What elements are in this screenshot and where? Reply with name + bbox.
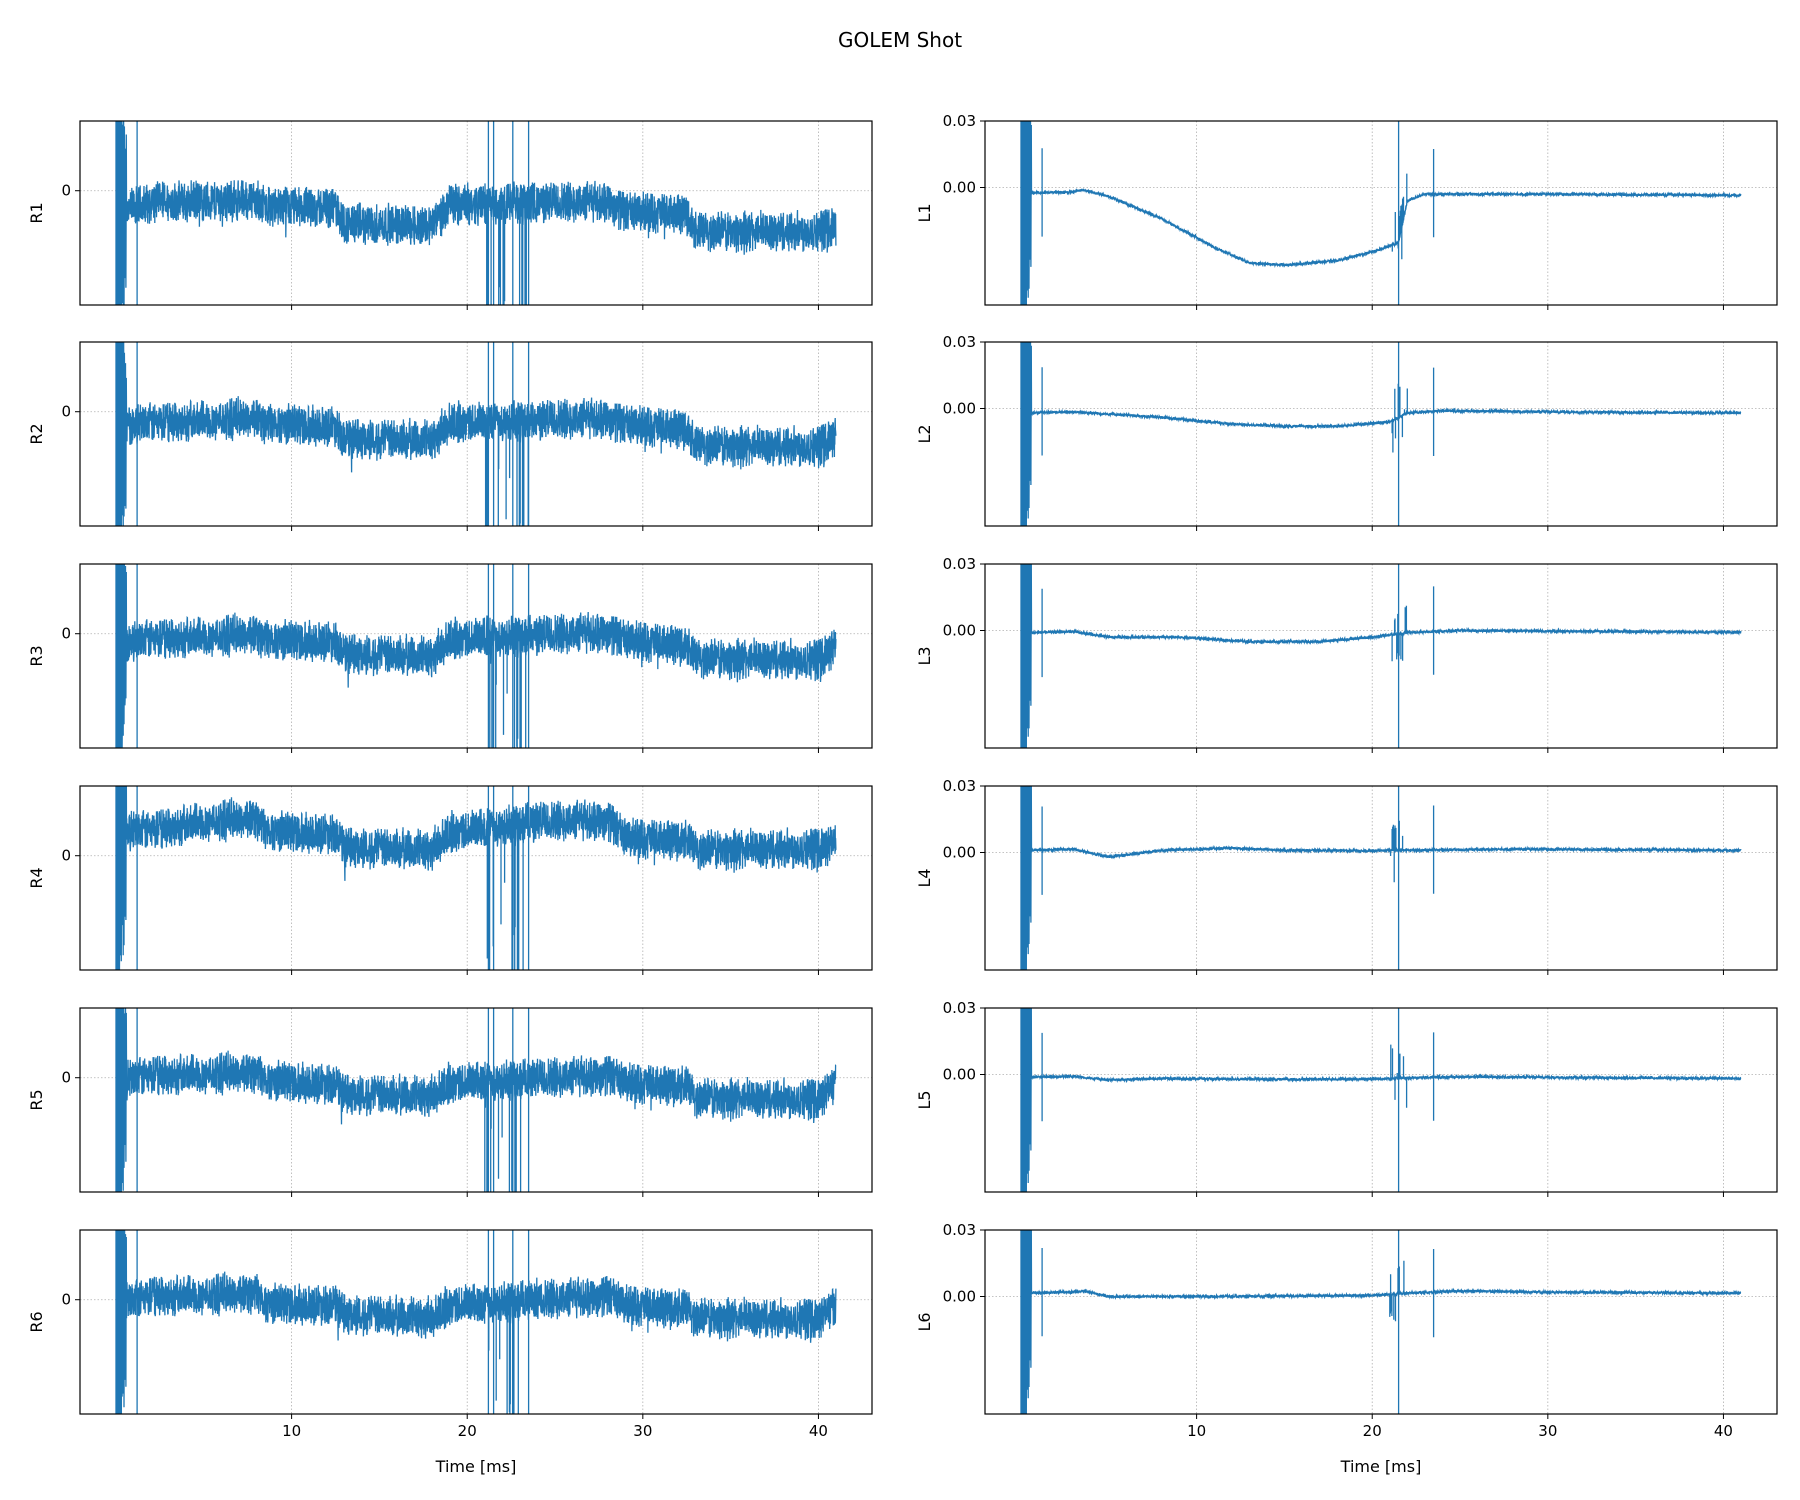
x-tick-label: 30 bbox=[1538, 1422, 1557, 1440]
subplot-r3: 0 R3 bbox=[27, 563, 873, 753]
y-axis-label: L5 bbox=[915, 1090, 934, 1109]
series-line-l4 bbox=[1020, 786, 1742, 970]
x-tick-label: 10 bbox=[282, 1422, 301, 1440]
series-line-r3 bbox=[115, 564, 837, 748]
y-tick-label: 0.03 bbox=[943, 1221, 976, 1239]
axes-frame bbox=[79, 563, 873, 749]
axes-frame bbox=[79, 341, 873, 527]
subplot-r1: 0 R1 bbox=[27, 120, 873, 310]
series-line-l5 bbox=[1020, 1008, 1742, 1192]
y-axis-label: L1 bbox=[915, 203, 934, 222]
axes-frame bbox=[984, 1007, 1778, 1193]
axes-frame bbox=[984, 341, 1778, 527]
y-tick-label: 0.03 bbox=[943, 777, 976, 795]
subplot-l5: 0.03 0.00 L5 bbox=[915, 999, 1778, 1197]
y-axis-label: R1 bbox=[27, 202, 46, 223]
y-axis-label: L4 bbox=[915, 868, 934, 887]
subplot-r2: 0 R2 bbox=[27, 341, 873, 531]
y-tick-label: 0 bbox=[61, 625, 71, 643]
y-tick-label: 0.03 bbox=[943, 555, 976, 573]
y-axis-label: R5 bbox=[27, 1089, 46, 1110]
y-tick-label: 0.00 bbox=[943, 400, 976, 418]
subplot-l2: 0.03 0.00 L2 bbox=[915, 333, 1778, 531]
x-axis-label-left: Time [ms] bbox=[435, 1457, 517, 1476]
subplot-l1: 0.03 0.00 L1 bbox=[915, 112, 1778, 310]
y-tick-label: 0.00 bbox=[943, 622, 976, 640]
y-axis-label: R6 bbox=[27, 1311, 46, 1332]
axes-frame bbox=[79, 120, 873, 306]
y-tick-label: 0.03 bbox=[943, 999, 976, 1017]
series-line-r1 bbox=[115, 121, 837, 305]
x-tick-label: 30 bbox=[633, 1422, 652, 1440]
x-tick-label: 40 bbox=[809, 1422, 828, 1440]
y-tick-label: 0 bbox=[61, 403, 71, 421]
axes-frame bbox=[79, 1229, 873, 1415]
y-tick-label: 0.00 bbox=[943, 179, 976, 197]
y-axis-label: R3 bbox=[27, 645, 46, 666]
series-line-r2 bbox=[115, 342, 837, 526]
series-line-l2 bbox=[1020, 342, 1742, 526]
axes-frame bbox=[984, 1229, 1778, 1415]
x-tick-label: 40 bbox=[1714, 1422, 1733, 1440]
y-tick-label: 0 bbox=[61, 1069, 71, 1087]
x-axis-label-right: Time [ms] bbox=[1340, 1457, 1422, 1476]
y-tick-label: 0.00 bbox=[943, 1288, 976, 1306]
figure-title: GOLEM Shot bbox=[838, 28, 962, 52]
subplot-r6: 10 20 30 40 0 R6 bbox=[27, 1229, 873, 1440]
subplot-l4: 0.03 0.00 L4 bbox=[915, 777, 1778, 975]
y-tick-label: 0 bbox=[61, 1291, 71, 1309]
subplot-l6: 10 20 30 40 0.03 0.00 L6 bbox=[915, 1221, 1778, 1440]
y-tick-label: 0 bbox=[61, 847, 71, 865]
x-tick-label: 20 bbox=[1363, 1422, 1382, 1440]
series-line-l3 bbox=[1020, 564, 1742, 748]
axes-frame bbox=[984, 563, 1778, 749]
subplot-l3: 0.03 0.00 L3 bbox=[915, 555, 1778, 753]
y-tick-label: 0 bbox=[61, 182, 71, 200]
y-axis-label: L2 bbox=[915, 424, 934, 443]
series-line-r4 bbox=[115, 786, 837, 970]
subplot-r5: 0 R5 bbox=[27, 1007, 873, 1197]
y-tick-label: 0.00 bbox=[943, 844, 976, 862]
axes-frame bbox=[984, 785, 1778, 971]
y-tick-label: 0.03 bbox=[943, 112, 976, 130]
y-tick-label: 0.00 bbox=[943, 1066, 976, 1084]
y-axis-label: R4 bbox=[27, 867, 46, 888]
subplot-r4: 0 R4 bbox=[27, 785, 873, 975]
axes-frame bbox=[984, 120, 1778, 306]
y-axis-label: L6 bbox=[915, 1312, 934, 1331]
series-line-r5 bbox=[115, 1008, 837, 1192]
axes-frame bbox=[79, 1007, 873, 1193]
y-axis-label: R2 bbox=[27, 423, 46, 444]
y-axis-label: L3 bbox=[915, 646, 934, 665]
x-tick-label: 20 bbox=[458, 1422, 477, 1440]
series-line-l6 bbox=[1020, 1230, 1742, 1414]
axes-frame bbox=[79, 785, 873, 971]
series-line-r6 bbox=[115, 1230, 837, 1414]
x-tick-label: 10 bbox=[1187, 1422, 1206, 1440]
series-line-l1 bbox=[1020, 121, 1742, 305]
y-tick-label: 0.03 bbox=[943, 333, 976, 351]
